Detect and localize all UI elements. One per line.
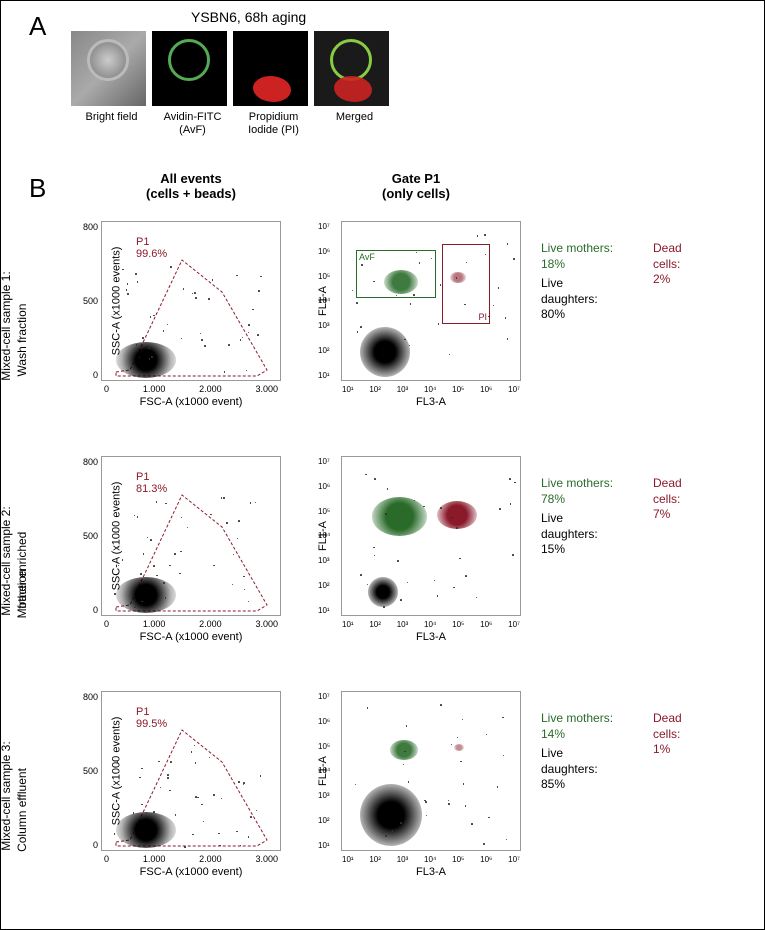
live-daughters-stat: Live daughters: 85% [541,746,613,793]
dead-cells-stat: Dead cells: 2% [653,241,682,288]
xticks: 01.0002.0003.000 [102,854,280,864]
xticks-log: 10¹10²10³10⁴10⁵10⁶10⁷ [342,385,520,394]
image-merged [314,31,389,106]
row-label: Mixed-cell sample 1:Wash fraction [7,251,27,391]
population-stats: Live mothers: 18% Dead cells: 2% Live da… [541,241,613,323]
image-avidin-fitc [152,31,227,106]
live-mothers-stat: Live mothers: 18% [541,241,613,272]
xlabel: FL3-A [342,866,520,878]
dead-cells-stat: Dead cells: 1% [653,711,682,758]
panel-b-row-1: Mixed-cell sample 1:Wash fraction SSC-A … [1,211,764,441]
yticks: 8005000 [72,692,98,850]
yticks-log: 10¹10²10³10⁴10⁵10⁶10⁷ [318,692,330,850]
label-merged: Merged [314,111,395,137]
pi-gate: PI [442,244,490,324]
xlabel: FSC-A (x1000 event) [102,866,280,878]
panel-a-label: A [29,11,46,42]
live-daughters-stat: Live daughters: 80% [541,276,613,323]
yticks: 8005000 [72,457,98,615]
xlabel: FSC-A (x1000 event) [102,631,280,643]
fl1-fl3-plot: FL1-A FL3-A 10¹10²10³10⁴10⁵10⁶10⁷ 10¹10²… [341,456,521,616]
label-bright-field: Bright field [71,111,152,137]
panel-b-label: B [29,173,46,204]
figure-container: A YSBN6, 68h aging Bright field Avidin-F… [1,1,764,929]
row-label: Mixed-cell sample 2:Mother enrichedfract… [7,486,27,626]
xlabel: FSC-A (x1000 event) [102,396,280,408]
row-label: Mixed-cell sample 3:Column effluent [7,721,27,861]
population-stats: Live mothers: 14% Dead cells: 1% Live da… [541,711,613,793]
yticks: 8005000 [72,222,98,380]
col-headers: All events (cells + beads) Gate P1 (only… [81,171,521,201]
label-avidin-fitc: Avidin-FITC (AvF) [152,111,233,137]
xlabel: FL3-A [342,396,520,408]
xlabel: FL3-A [342,631,520,643]
col-header-right: Gate P1 (only cells) [311,171,521,201]
image-propidium-iodide [233,31,308,106]
live-mothers-stat: Live mothers: 78% [541,476,613,507]
panel-a-images [71,31,389,106]
col-header-left: All events (cells + beads) [81,171,301,201]
fl1-fl3-plot: FL1-A FL3-A 10¹10²10³10⁴10⁵10⁶10⁷ 10¹10²… [341,221,521,381]
panel-a-header: YSBN6, 68h aging [191,9,306,25]
ssc-fsc-plot: SSC-A (x1000 events) FSC-A (x1000 event)… [101,691,281,851]
panel-a-image-labels: Bright field Avidin-FITC (AvF) Propidium… [71,111,395,137]
ssc-fsc-plot: SSC-A (x1000 events) FSC-A (x1000 event)… [101,456,281,616]
xticks-log: 10¹10²10³10⁴10⁵10⁶10⁷ [342,855,520,864]
dead-cells-stat: Dead cells: 7% [653,476,682,523]
panel-b-row-2: Mixed-cell sample 2:Mother enrichedfract… [1,446,764,676]
xticks-log: 10¹10²10³10⁴10⁵10⁶10⁷ [342,620,520,629]
yticks-log: 10¹10²10³10⁴10⁵10⁶10⁷ [318,222,330,380]
ssc-fsc-plot: SSC-A (x1000 events) FSC-A (x1000 event)… [101,221,281,381]
yticks-log: 10¹10²10³10⁴10⁵10⁶10⁷ [318,457,330,615]
xticks: 01.0002.0003.000 [102,619,280,629]
label-propidium-iodide: Propidium Iodide (PI) [233,111,314,137]
fl1-fl3-plot: FL1-A FL3-A 10¹10²10³10⁴10⁵10⁶10⁷ 10¹10²… [341,691,521,851]
image-bright-field [71,31,146,106]
live-daughters-stat: Live daughters: 15% [541,511,613,558]
population-stats: Live mothers: 78% Dead cells: 7% Live da… [541,476,613,558]
panel-b-row-3: Mixed-cell sample 3:Column effluent SSC-… [1,681,764,911]
xticks: 01.0002.0003.000 [102,384,280,394]
live-mothers-stat: Live mothers: 14% [541,711,613,742]
